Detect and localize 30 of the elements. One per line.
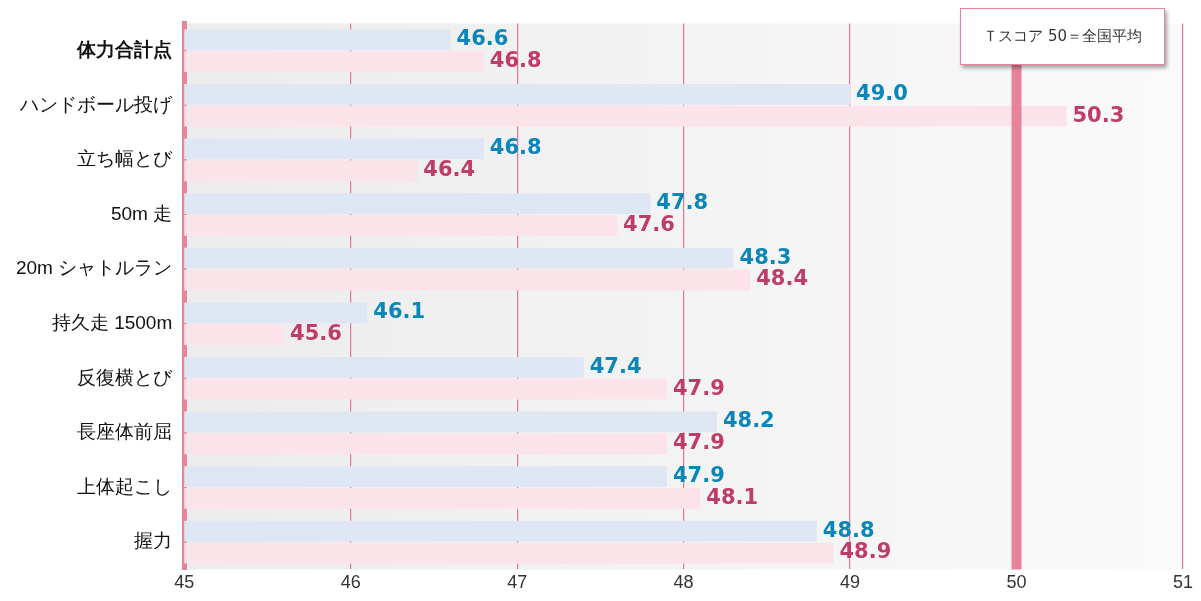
data-label: 49.0 [856, 80, 908, 105]
y-tick-label: 50m 走 [110, 202, 173, 224]
y-tick-label: 反復横とび [77, 366, 174, 388]
x-tick-label: 46 [340, 572, 361, 593]
x-tick-label: 47 [507, 572, 528, 593]
y-tick-label: 長座体前屈 [77, 421, 173, 443]
data-label: 47.4 [589, 353, 642, 378]
data-label: 46.4 [423, 157, 476, 182]
data-label: 48.2 [722, 408, 775, 433]
x-tick-label: 50 [1006, 572, 1027, 593]
data-label: 48.3 [739, 244, 792, 269]
y-tick-label: 体力合計点 [76, 38, 173, 60]
y-tick-label: 握力 [134, 530, 173, 552]
y-tick-label: ハンドボール投げ [19, 93, 174, 115]
data-label: 45.6 [290, 321, 342, 346]
y-tick-label: 上体起こし [77, 475, 173, 497]
x-tick-label: 49 [840, 572, 861, 593]
data-label: 46.8 [489, 135, 542, 160]
y-tick-label: 20m シャトルラン [15, 257, 173, 279]
x-tick-label: 45 [174, 572, 195, 593]
y-tick-label: 立ち幅とび [77, 148, 174, 170]
data-label: 48.4 [756, 266, 809, 291]
data-label: 46.1 [373, 299, 426, 324]
x-tick-label: 51 [1172, 572, 1194, 593]
data-label: 48.8 [822, 517, 875, 542]
x-tick-label: 48 [673, 572, 694, 593]
data-label: 50.3 [1072, 102, 1125, 127]
data-label: 46.6 [456, 26, 509, 51]
y-tick-label: 持久走 1500m [51, 311, 173, 333]
note-box: Ｔスコア 50＝全国平均 [960, 8, 1165, 65]
